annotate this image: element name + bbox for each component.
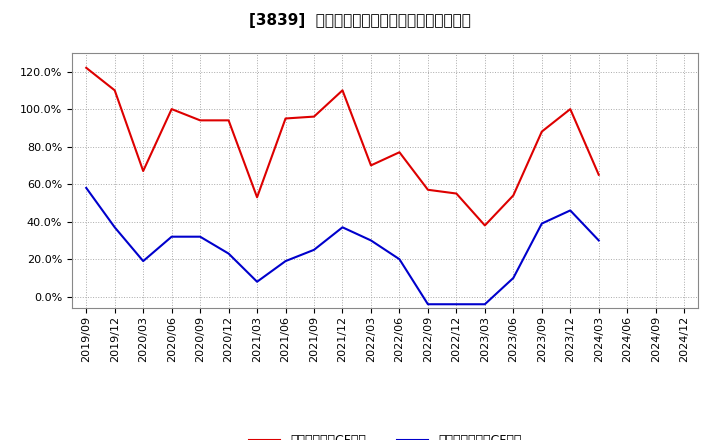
流動負債営業CF比率	[338, 88, 347, 93]
流動負債フリーCF比率	[139, 258, 148, 264]
流動負債営業CF比率	[167, 106, 176, 112]
流動負債フリーCF比率	[366, 238, 375, 243]
流動負債フリーCF比率	[537, 221, 546, 226]
流動負債営業CF比率	[480, 223, 489, 228]
流動負債フリーCF比率	[110, 225, 119, 230]
流動負債営業CF比率	[253, 194, 261, 200]
流動負債フリーCF比率	[82, 185, 91, 191]
流動負債営業CF比率	[139, 169, 148, 174]
流動負債フリーCF比率	[196, 234, 204, 239]
流動負債営業CF比率	[310, 114, 318, 119]
Legend: 流動負債営業CF比率, 流動負債フリーCF比率: 流動負債営業CF比率, 流動負債フリーCF比率	[243, 429, 527, 440]
流動負債フリーCF比率	[480, 301, 489, 307]
流動負債フリーCF比率	[253, 279, 261, 284]
Line: 流動負債営業CF比率: 流動負債営業CF比率	[86, 68, 599, 225]
流動負債フリーCF比率	[566, 208, 575, 213]
流動負債営業CF比率	[110, 88, 119, 93]
流動負債フリーCF比率	[282, 258, 290, 264]
流動負債フリーCF比率	[423, 301, 432, 307]
流動負債営業CF比率	[452, 191, 461, 196]
流動負債フリーCF比率	[509, 275, 518, 281]
流動負債フリーCF比率	[338, 225, 347, 230]
Line: 流動負債フリーCF比率: 流動負債フリーCF比率	[86, 188, 599, 304]
流動負債営業CF比率	[566, 106, 575, 112]
流動負債フリーCF比率	[595, 238, 603, 243]
流動負債営業CF比率	[509, 193, 518, 198]
流動負債営業CF比率	[282, 116, 290, 121]
流動負債営業CF比率	[225, 118, 233, 123]
流動負債営業CF比率	[196, 118, 204, 123]
流動負債営業CF比率	[366, 163, 375, 168]
流動負債フリーCF比率	[225, 251, 233, 256]
流動負債営業CF比率	[537, 129, 546, 134]
流動負債営業CF比率	[423, 187, 432, 192]
Text: [3839]  流動負債キャッシュフロー比率の推移: [3839] 流動負債キャッシュフロー比率の推移	[249, 13, 471, 28]
流動負債営業CF比率	[595, 172, 603, 177]
流動負債フリーCF比率	[452, 301, 461, 307]
流動負債フリーCF比率	[395, 257, 404, 262]
流動負債営業CF比率	[395, 150, 404, 155]
流動負債フリーCF比率	[310, 247, 318, 253]
流動負債フリーCF比率	[167, 234, 176, 239]
流動負債営業CF比率	[82, 65, 91, 70]
